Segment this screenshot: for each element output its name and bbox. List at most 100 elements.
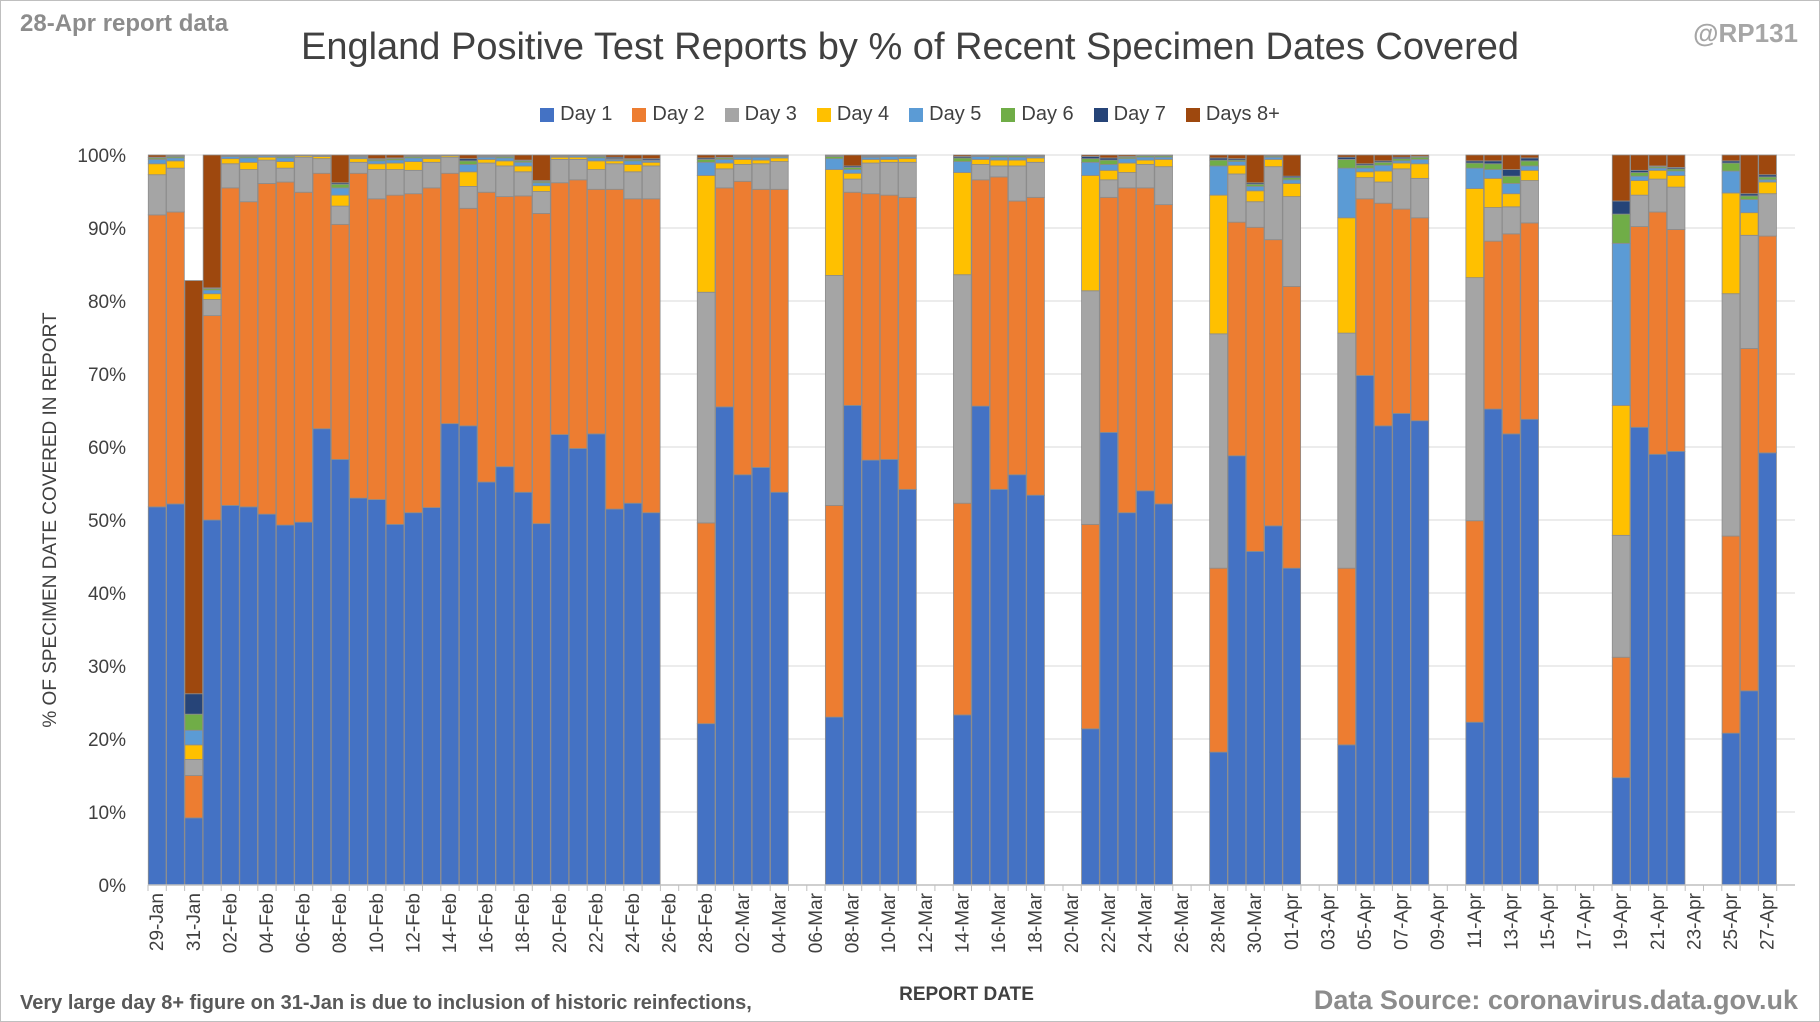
bar-segment bbox=[843, 154, 862, 167]
x-tick-label: 18-Feb bbox=[513, 893, 534, 953]
bar-segment bbox=[1337, 158, 1356, 169]
bar-segment bbox=[879, 459, 899, 886]
bar-segment bbox=[715, 162, 734, 170]
bar-segment bbox=[824, 154, 844, 157]
x-tick-label: 29-Jan bbox=[147, 893, 168, 951]
bar-segment bbox=[1520, 222, 1539, 420]
bar-segment bbox=[404, 193, 423, 514]
legend-item: Day 3 bbox=[724, 103, 797, 126]
y-axis-ticks: 0% 10% 20% 30% 40% 50% 60% 70% 80% 90% 100% bbox=[77, 146, 126, 897]
y-tick-label: 0% bbox=[99, 876, 127, 897]
bar-segment bbox=[1465, 167, 1485, 189]
bar-segment bbox=[605, 508, 624, 886]
bar-segment bbox=[1520, 160, 1539, 167]
bar-segment bbox=[751, 163, 771, 190]
bar-segment bbox=[184, 744, 204, 760]
bar-segment bbox=[605, 160, 624, 165]
bar-segment bbox=[1264, 158, 1283, 168]
bar-segment bbox=[953, 502, 972, 716]
bar-segment bbox=[1648, 178, 1668, 213]
bar-segment bbox=[733, 180, 753, 476]
x-tick-label: 05-Apr bbox=[1355, 892, 1376, 950]
bar-segment bbox=[1502, 183, 1521, 195]
bar-segment bbox=[202, 315, 222, 521]
bar-segment bbox=[532, 182, 551, 187]
bar-segment bbox=[550, 182, 570, 435]
bar-segment bbox=[1721, 293, 1741, 537]
bar-segment bbox=[404, 157, 423, 162]
bar-segment bbox=[623, 154, 643, 160]
legend-label: Day 2 bbox=[652, 103, 705, 125]
bar-segment bbox=[495, 154, 515, 157]
x-tick-label: 28-Mar bbox=[1209, 892, 1230, 953]
bar-segment bbox=[843, 404, 862, 886]
legend-item: Day 5 bbox=[909, 103, 981, 126]
bar-segment bbox=[641, 154, 661, 160]
bar-segment bbox=[1666, 229, 1686, 452]
bar-segment bbox=[367, 163, 387, 170]
bar-segment bbox=[568, 179, 588, 449]
bar-segment bbox=[751, 467, 771, 886]
bar-segment bbox=[953, 154, 972, 157]
bar-segment bbox=[294, 521, 313, 886]
bar-segment bbox=[605, 188, 624, 510]
y-tick-label: 20% bbox=[88, 730, 126, 751]
x-tick-label: 24-Feb bbox=[623, 893, 644, 953]
bar-segment bbox=[1026, 494, 1045, 886]
bar-segment bbox=[330, 459, 350, 886]
bar-segment bbox=[458, 171, 478, 187]
x-tick-label: 08-Feb bbox=[330, 893, 351, 953]
bar-segment bbox=[422, 161, 441, 189]
bar-segment bbox=[1209, 751, 1228, 886]
bar-segment bbox=[824, 504, 844, 718]
bar-segment bbox=[385, 194, 405, 525]
bar-segment bbox=[751, 156, 771, 161]
bar-segment bbox=[1520, 180, 1539, 224]
bar-segment bbox=[385, 162, 405, 170]
bar-segment bbox=[1502, 169, 1521, 177]
bar-segment bbox=[1154, 158, 1173, 168]
bar-segment bbox=[1099, 164, 1119, 171]
bar-segment bbox=[641, 512, 661, 886]
x-tick-label: 20-Mar bbox=[1062, 892, 1083, 953]
x-tick-label: 01-Apr bbox=[1282, 892, 1303, 950]
bar-segment bbox=[1227, 164, 1247, 175]
y-axis-title: % OF SPECIMEN DATE COVERED IN REPORT bbox=[40, 312, 61, 728]
bar-segment bbox=[1630, 154, 1649, 171]
bar-segment bbox=[440, 423, 460, 886]
bar-segment bbox=[257, 183, 277, 515]
bar-segment bbox=[1739, 195, 1759, 200]
bar-segment bbox=[1154, 204, 1173, 505]
legend-label: Day 4 bbox=[836, 103, 890, 125]
bar-segment bbox=[587, 169, 606, 190]
bar-segment bbox=[696, 522, 716, 725]
bar-segment bbox=[513, 171, 533, 197]
bar-segment bbox=[1465, 721, 1485, 886]
bar-segment bbox=[1245, 201, 1265, 228]
bar-segment bbox=[458, 160, 478, 165]
bar-segment bbox=[1410, 217, 1430, 422]
bar-segment bbox=[1611, 200, 1631, 215]
bar-segment bbox=[239, 506, 258, 886]
bar-segment bbox=[1227, 154, 1247, 160]
bar-segment bbox=[1282, 154, 1302, 177]
bar-segment bbox=[1373, 181, 1393, 204]
bar-segment bbox=[1666, 175, 1686, 188]
legend-label: Day 5 bbox=[929, 103, 982, 125]
bar-segment bbox=[1245, 550, 1265, 886]
bar-segment bbox=[458, 185, 478, 209]
bar-segment bbox=[385, 523, 405, 886]
bar-segment bbox=[1502, 233, 1521, 435]
bar-segment bbox=[1758, 193, 1777, 237]
bar-segment bbox=[1264, 166, 1283, 241]
y-tick-label: 50% bbox=[88, 511, 126, 532]
bar-segment bbox=[550, 434, 570, 886]
bar-segment bbox=[1739, 212, 1759, 236]
bar-segment bbox=[843, 172, 862, 180]
bar-segment bbox=[1227, 173, 1247, 223]
report-date-note: 28-Apr report data bbox=[20, 10, 229, 37]
bar-segment bbox=[440, 156, 460, 174]
bar-segment bbox=[367, 160, 387, 165]
bar-segment bbox=[770, 491, 789, 886]
bar-segment bbox=[1502, 206, 1521, 235]
